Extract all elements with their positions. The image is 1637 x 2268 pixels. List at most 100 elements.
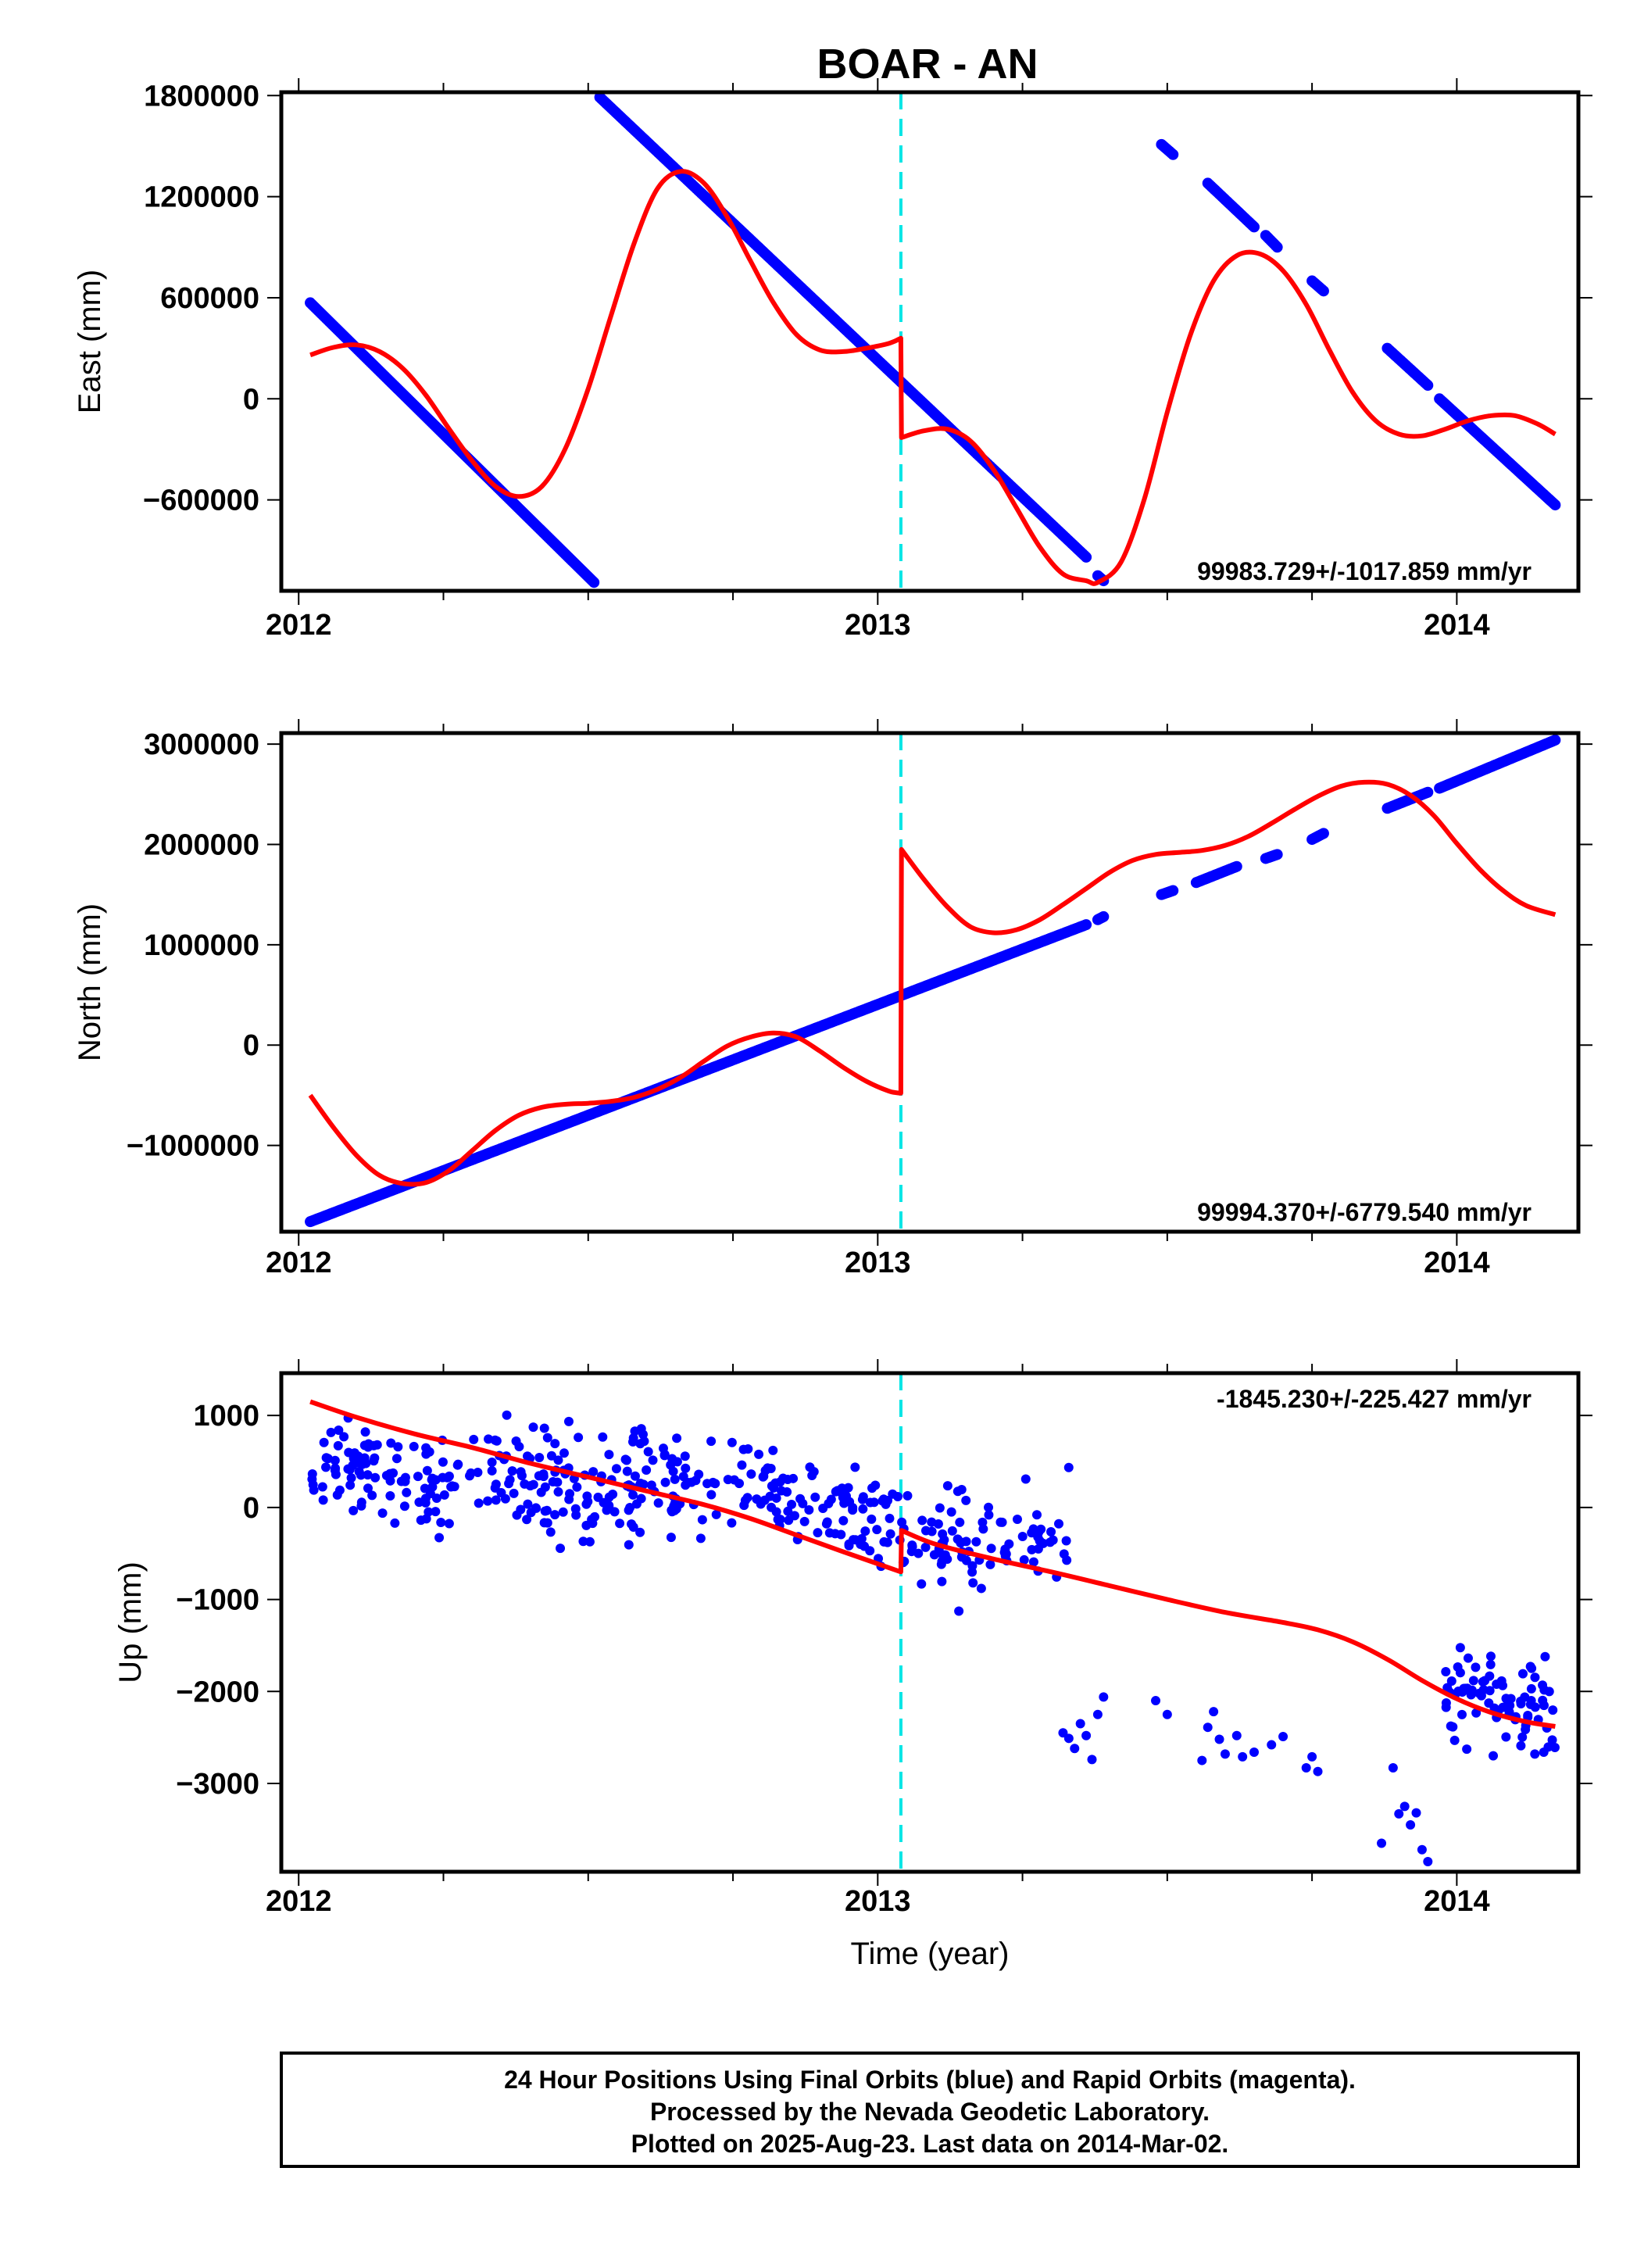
data-point — [538, 1472, 549, 1482]
data-point — [536, 1487, 546, 1497]
data-point — [668, 1466, 678, 1476]
data-point — [1249, 221, 1260, 233]
data-point — [643, 1447, 653, 1457]
data-point — [810, 1492, 820, 1502]
data-point — [967, 1561, 978, 1571]
data-point — [628, 1490, 638, 1500]
x-tick-label: 2014 — [1424, 1885, 1490, 1918]
data-point — [936, 1559, 946, 1569]
data-point — [500, 1494, 510, 1504]
data-point — [1271, 241, 1283, 253]
data-point — [1031, 1510, 1042, 1520]
data-point — [588, 577, 600, 588]
data-point — [976, 1583, 986, 1594]
data-point — [935, 1503, 945, 1513]
data-point — [422, 1465, 432, 1476]
footer-frame — [280, 2052, 1580, 2168]
data-point — [1492, 1679, 1502, 1689]
data-point — [414, 1497, 424, 1508]
data-point — [1457, 1709, 1467, 1719]
data-point — [334, 1426, 344, 1436]
data-point — [1081, 1730, 1092, 1740]
data-point — [669, 1501, 679, 1511]
data-point — [490, 1483, 500, 1493]
data-point — [1061, 1536, 1071, 1546]
data-point — [507, 1466, 517, 1476]
data-point — [1530, 1749, 1540, 1759]
data-point — [706, 1490, 717, 1500]
data-point — [795, 1494, 806, 1504]
data-point — [333, 1440, 343, 1451]
model-curve — [309, 1399, 1556, 1729]
data-point — [946, 1507, 956, 1517]
data-point — [317, 1482, 327, 1492]
data-point — [630, 1426, 640, 1436]
data-point — [528, 1422, 538, 1433]
y-tick-label: −600000 — [143, 485, 259, 517]
plot-area — [305, 92, 1561, 591]
data-point — [598, 1432, 608, 1442]
data-point — [1162, 1709, 1172, 1719]
y-tick-label: 1000 — [193, 1400, 259, 1433]
data-point — [1517, 1732, 1528, 1742]
y-tick-label: −1000000 — [127, 1130, 259, 1163]
data-point — [813, 1528, 823, 1538]
data-point — [1423, 1857, 1433, 1867]
data-point — [584, 1536, 595, 1547]
y-tick-label: 600000 — [160, 282, 259, 315]
data-point — [444, 1471, 454, 1481]
data-point — [424, 1447, 434, 1457]
data-point — [466, 1468, 476, 1478]
data-point — [702, 1479, 713, 1489]
data-point — [469, 1434, 479, 1444]
y-tick-label: 0 — [243, 1029, 259, 1062]
data-point — [869, 1497, 879, 1508]
data-point — [984, 1510, 994, 1520]
data-point — [630, 1471, 640, 1481]
data-point — [917, 1579, 927, 1589]
data-point — [1544, 1687, 1554, 1697]
data-point — [545, 1527, 556, 1537]
data-point — [523, 1499, 533, 1509]
plot-frame — [279, 731, 1581, 1234]
data-point — [588, 1519, 598, 1529]
data-point — [321, 1462, 331, 1472]
data-point — [1540, 1651, 1550, 1662]
data-point — [1017, 1532, 1028, 1542]
footer-line-2: Processed by the Nevada Geodetic Laborat… — [650, 2098, 1210, 2126]
data-point — [1054, 1519, 1064, 1529]
data-point — [1313, 1766, 1323, 1776]
x-tick-label: 2013 — [845, 1885, 911, 1918]
data-point — [648, 1455, 658, 1465]
data-point — [474, 1498, 484, 1508]
x-tick-label: 2014 — [1424, 609, 1490, 642]
data-point — [799, 1516, 810, 1526]
data-point — [1406, 1819, 1416, 1830]
data-point — [783, 1475, 793, 1485]
x-tick-label: 2014 — [1424, 1247, 1490, 1279]
data-point — [968, 1578, 978, 1588]
data-point — [678, 1472, 688, 1482]
data-point — [1000, 1551, 1010, 1561]
data-point — [582, 1491, 592, 1501]
data-point — [1000, 1544, 1010, 1554]
data-point — [776, 1486, 786, 1496]
data-point — [385, 1491, 395, 1501]
data-point — [1480, 1676, 1490, 1686]
data-point — [940, 1550, 950, 1560]
data-point — [830, 1529, 840, 1539]
data-point — [332, 1490, 342, 1500]
data-point — [1278, 1731, 1289, 1741]
data-point — [843, 1483, 853, 1493]
data-point — [326, 1427, 336, 1437]
data-point — [670, 1474, 680, 1484]
data-point — [1087, 1755, 1097, 1765]
y-tick-label: 1800000 — [144, 80, 259, 113]
data-point — [550, 1510, 560, 1520]
data-point — [439, 1490, 449, 1500]
data-point — [534, 1452, 545, 1462]
model-curve — [308, 779, 1557, 1187]
data-point — [666, 1533, 676, 1543]
data-point — [1471, 1662, 1481, 1672]
data-point — [971, 1536, 981, 1547]
